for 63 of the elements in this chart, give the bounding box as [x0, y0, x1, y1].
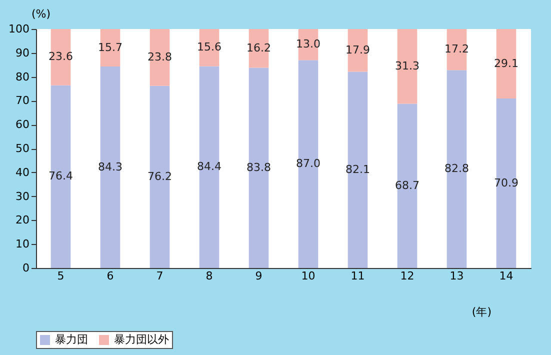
bar: [50, 29, 71, 86]
data-label: 68.7: [395, 178, 420, 192]
data-label: 31.3: [395, 59, 420, 72]
data-label: 13.0: [296, 38, 320, 51]
x-tick-label: 9: [255, 270, 262, 282]
data-label: 76.2: [148, 170, 172, 183]
x-tick-label: 14: [499, 270, 514, 282]
x-axis-title: (年): [472, 306, 492, 318]
bar: [100, 29, 120, 67]
bar: [496, 29, 516, 99]
y-tick-label: 50: [16, 142, 30, 155]
legend-label: 暴力団: [55, 333, 88, 346]
x-tick-label: 8: [206, 270, 213, 282]
bar: [348, 72, 368, 268]
data-label: 84.3: [98, 160, 122, 174]
bar: [298, 60, 318, 268]
x-tick-label: 10: [301, 270, 316, 282]
bar: [496, 98, 516, 268]
x-tick-label: 13: [450, 270, 464, 282]
x-tick-label: 5: [57, 270, 64, 282]
bar: [446, 70, 467, 268]
y-tick-label: 40: [16, 166, 30, 179]
y-tick-label: 70: [16, 94, 30, 108]
data-label: 16.2: [246, 41, 271, 54]
data-label: 23.8: [148, 50, 172, 64]
data-label: 70.9: [494, 176, 518, 190]
bar: [446, 29, 467, 70]
bar: [199, 66, 220, 268]
y-tick-label: 60: [16, 118, 30, 132]
data-label: 29.1: [494, 56, 518, 70]
legend-label: 暴力団以外: [114, 333, 169, 346]
bar: [397, 29, 418, 104]
data-label: 15.7: [98, 40, 122, 54]
data-label: 17.9: [346, 43, 370, 56]
y-tick-label: 90: [16, 46, 30, 60]
y-tick-label: 30: [16, 190, 30, 203]
data-label: 82.8: [444, 162, 469, 176]
data-label: 82.1: [346, 162, 370, 176]
bar: [199, 29, 220, 66]
y-tick-label: 10: [16, 238, 30, 251]
bar: [100, 66, 120, 268]
bar: [50, 85, 71, 268]
y-tick-label: 20: [16, 214, 30, 227]
x-tick-label: 11: [350, 270, 365, 282]
data-label: 76.4: [48, 170, 73, 183]
data-label: 87.0: [296, 157, 320, 170]
bar: [248, 68, 269, 268]
bar: [150, 86, 170, 268]
bar: [397, 104, 418, 268]
bar: [348, 29, 368, 72]
bar: [150, 29, 170, 86]
y-tick-label: 80: [16, 70, 30, 84]
data-label: 84.4: [197, 160, 222, 174]
y-tick-label: 100: [8, 22, 30, 36]
x-tick-label: 7: [156, 270, 164, 282]
data-label: 23.6: [48, 50, 73, 64]
data-label: 83.8: [246, 160, 271, 174]
data-label: 15.6: [197, 40, 222, 54]
y-axis-title: (%): [32, 8, 51, 20]
y-tick-label: 0: [22, 262, 30, 274]
x-tick-label: 12: [400, 270, 414, 282]
data-label: 17.2: [444, 42, 469, 56]
x-tick-label: 6: [106, 270, 114, 282]
